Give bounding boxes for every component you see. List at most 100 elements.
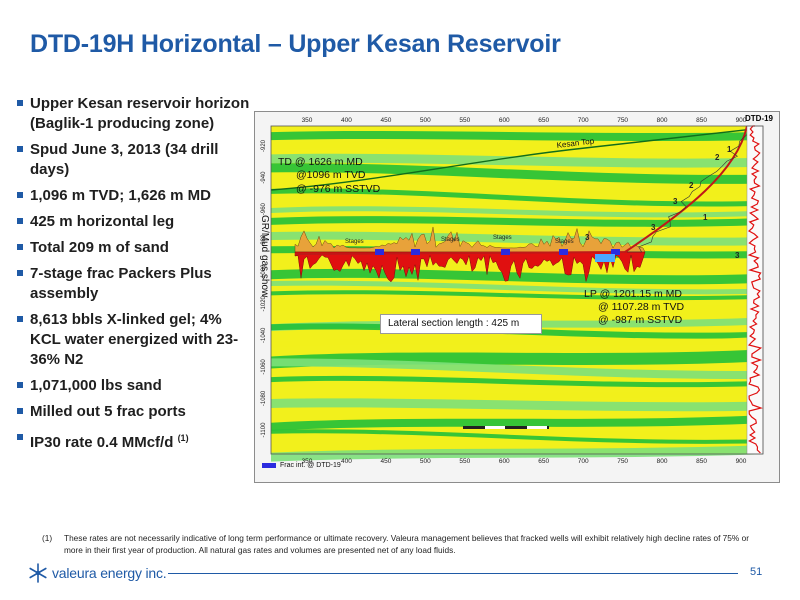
- strata-band: [271, 415, 763, 431]
- td-label-line-3: @ -976 m SSTVD: [296, 183, 381, 195]
- bullet-item: Total 209 m of sand: [16, 238, 252, 258]
- bullet-item: 7-stage frac Packers Plus assembly: [16, 264, 252, 304]
- x-tick-label-top: 450: [380, 117, 391, 124]
- strata-band: [271, 225, 763, 241]
- strata-band: [271, 358, 763, 380]
- bullet-marker-icon: [17, 100, 23, 106]
- stage-number: 2: [689, 181, 694, 190]
- scale-bar-segment: [485, 426, 505, 429]
- kesan-top-horizon: [270, 127, 764, 191]
- y-tick-label: -920: [261, 139, 267, 152]
- mud-gas-curve: [294, 251, 646, 283]
- company-logo: valeura energy inc.: [28, 563, 167, 583]
- bullet-marker-icon: [17, 434, 23, 440]
- y-tick-label: -1060: [261, 359, 267, 375]
- strata-band: [271, 336, 763, 348]
- x-tick-label-bottom: 350: [302, 458, 313, 465]
- well-path: [294, 125, 748, 255]
- footnote-text: These rates are not necessarily indicati…: [64, 533, 749, 555]
- td-label-line-1: TD @ 1626 m MD: [278, 156, 363, 168]
- stage-label: Stages: [345, 239, 364, 245]
- vertical-log-curve: [747, 125, 764, 454]
- scale-bar: [463, 426, 549, 429]
- bullet-item: Milled out 5 frac ports: [16, 402, 252, 422]
- frac-stage-marker: [375, 249, 384, 255]
- bullet-item: 8,613 bbls X-linked gel; 4% KCL water en…: [16, 310, 252, 370]
- x-tick-label-top: 850: [696, 117, 707, 124]
- stage-number: 3: [673, 197, 678, 206]
- gr-mud-gas-label: GR/Mud gas show: [259, 215, 270, 298]
- strata-band: [271, 206, 763, 218]
- x-tick-label-top: 900: [736, 117, 747, 124]
- x-tick-label-bottom: 850: [696, 458, 707, 465]
- slide-title: DTD-19H Horizontal – Upper Kesan Reservo…: [30, 30, 561, 58]
- x-tick-label-top: 750: [617, 117, 628, 124]
- strata-band: [271, 131, 763, 142]
- stage-label: Stages: [555, 239, 574, 245]
- frac-legend: Frac int. @ DTD-19: [262, 462, 341, 470]
- stage-number: 3: [651, 223, 656, 232]
- y-tick-label: -1020: [261, 295, 267, 311]
- well-name-label: DTD-19: [745, 114, 774, 123]
- snowflake-logo-icon: [29, 563, 47, 583]
- y-tick-label: -1040: [261, 327, 267, 343]
- strata-band: [271, 445, 763, 462]
- footnote-mark: (1): [42, 533, 53, 543]
- y-tick-label: -1080: [261, 390, 267, 406]
- x-tick-label-top: 550: [459, 117, 470, 124]
- stage-label: Stages: [493, 235, 512, 241]
- bullet-marker-icon: [17, 146, 23, 152]
- x-tick-label-top: 650: [538, 117, 549, 124]
- x-tick-label-top: 800: [657, 117, 668, 124]
- frac-stage-marker: [559, 249, 568, 255]
- strata-band: [271, 398, 763, 412]
- x-tick-label-bottom: 500: [420, 458, 431, 465]
- bullet-item: 425 m horizontal leg: [16, 212, 252, 232]
- logo-text: valeura energy inc.: [52, 565, 167, 581]
- build-section-log: [627, 130, 751, 253]
- stage-number: 2: [715, 153, 720, 162]
- lateral-length-box: Lateral section length : 425 m: [380, 314, 542, 334]
- bullet-item: Upper Kesan reservoir horizon (Baglik-1 …: [16, 94, 252, 134]
- strata-band: [271, 188, 763, 207]
- strata-band: [271, 290, 763, 301]
- bullet-marker-icon: [17, 192, 23, 198]
- lp-label-line-2: @ 1107.28 m TVD: [598, 301, 685, 313]
- bullet-marker-icon: [17, 382, 23, 388]
- lp-label-line-1: LP @ 1201.15 m MD: [584, 288, 683, 300]
- y-tick-label: -960: [261, 202, 267, 215]
- plot-frame: [270, 125, 764, 455]
- y-tick-label: -1000: [261, 264, 267, 280]
- frac-stage-marker: [411, 249, 420, 255]
- strata-band: [271, 375, 763, 388]
- strata-band: [271, 176, 763, 197]
- stage-number: 1: [727, 145, 732, 154]
- x-tick-label-bottom: 400: [341, 458, 352, 465]
- vertical-log-track: [746, 125, 764, 455]
- gr-curve: [294, 226, 646, 253]
- y-tick-label: -980: [261, 234, 267, 247]
- frac-stage-marker: [501, 249, 510, 255]
- x-tick-label-top: 500: [420, 117, 431, 124]
- td-label-line-2: @1096 m TVD: [296, 169, 366, 181]
- stage-number: 1: [703, 213, 708, 222]
- well-cross-section: Kesan Top Stages Stages Stages Stages 3 3 3 2 2 1 1…: [254, 111, 780, 483]
- x-tick-label-bottom: 900: [736, 458, 747, 465]
- bullet-item: 1,096 m TVD; 1,626 m MD: [16, 186, 252, 206]
- frac-swatch-icon: [262, 462, 276, 468]
- strata-band: [271, 163, 763, 184]
- stage-number: 3: [585, 233, 590, 242]
- strata-band: [271, 141, 763, 152]
- x-tick-label-bottom: 800: [657, 458, 668, 465]
- x-tick-label-bottom: 450: [380, 458, 391, 465]
- x-tick-label-top: 700: [578, 117, 589, 124]
- strata-band: [271, 216, 763, 227]
- bullet-marker-icon: [17, 270, 23, 276]
- y-tick-label: -940: [261, 171, 267, 184]
- footnote: (1) These rates are not necessarily indi…: [42, 532, 762, 556]
- bullet-item: Spud June 3, 2013 (34 drill days): [16, 140, 252, 180]
- bullet-marker-icon: [17, 316, 23, 322]
- bullet-item: 1,071,000 lbs sand: [16, 376, 252, 396]
- stage-label: Stages: [441, 237, 460, 243]
